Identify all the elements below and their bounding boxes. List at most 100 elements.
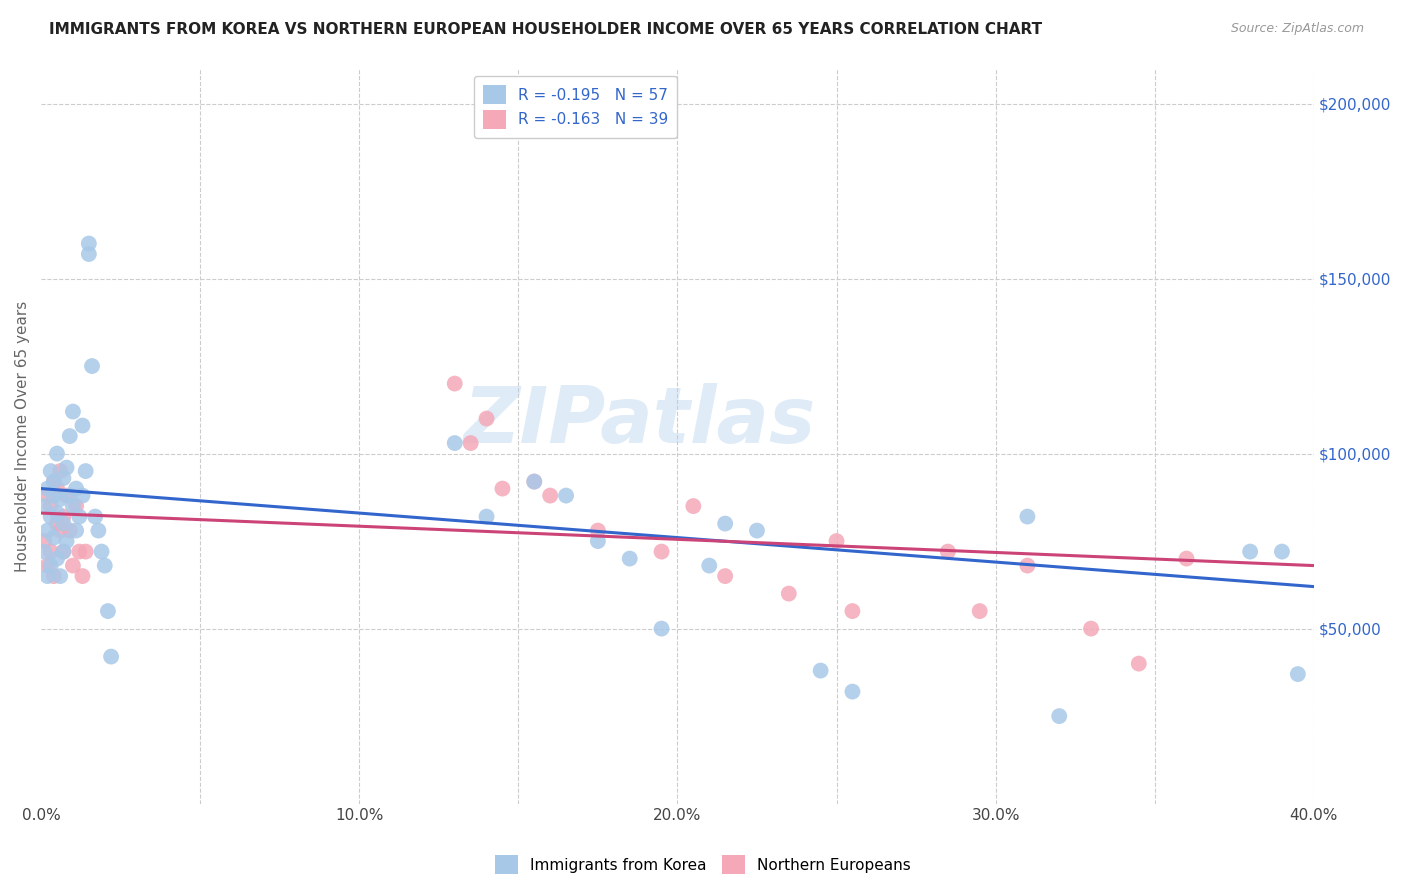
Point [651,544,673,558]
Point [52,544,75,558]
Point [39,544,62,558]
Point [55,489,77,503]
Point [72,418,94,433]
Point [67,544,90,558]
Point [1239,544,1261,558]
Point [697,558,720,573]
Point [65,482,87,496]
Point [714,516,737,531]
Point [555,489,578,503]
Point [37,558,59,573]
Point [841,684,863,698]
Point [586,524,609,538]
Point [80,359,103,373]
Point [62,558,84,573]
Point [745,524,768,538]
Point [46,446,69,460]
Point [39,509,62,524]
Point [97,604,120,618]
Point [46,516,69,531]
Point [49,492,72,507]
Point [523,475,546,489]
Point [825,534,848,549]
Point [34,534,56,549]
Point [59,489,82,503]
Point [72,489,94,503]
Point [42,489,65,503]
Point [42,475,65,489]
Point [49,524,72,538]
Point [37,489,59,503]
Point [59,524,82,538]
Point [42,475,65,489]
Point [491,482,513,496]
Point [443,376,465,391]
Text: Source: ZipAtlas.com: Source: ZipAtlas.com [1230,22,1364,36]
Y-axis label: Householder Income Over 65 years: Householder Income Over 65 years [15,301,30,572]
Point [34,544,56,558]
Point [475,411,498,425]
Point [52,509,75,524]
Point [59,429,82,443]
Point [1017,558,1039,573]
Point [55,460,77,475]
Point [1271,544,1294,558]
Point [936,544,959,558]
Point [42,569,65,583]
Point [49,569,72,583]
Point [46,482,69,496]
Point [93,558,115,573]
Point [75,544,97,558]
Point [65,499,87,513]
Point [39,558,62,573]
Point [67,509,90,524]
Point [1286,667,1309,681]
Point [87,524,110,538]
Point [55,534,77,549]
Point [49,464,72,478]
Point [62,499,84,513]
Point [90,544,112,558]
Point [39,464,62,478]
Point [37,524,59,538]
Point [841,604,863,618]
Point [77,247,100,261]
Point [52,544,75,558]
Point [100,649,122,664]
Point [586,534,609,549]
Point [75,464,97,478]
Point [523,475,546,489]
Point [443,436,465,450]
Point [37,482,59,496]
Point [37,569,59,583]
Point [969,604,991,618]
Point [62,404,84,418]
Legend: Immigrants from Korea, Northern Europeans: Immigrants from Korea, Northern European… [489,849,917,880]
Point [42,531,65,545]
Point [714,569,737,583]
Point [52,516,75,531]
Point [1047,709,1070,723]
Text: ZIPatlas: ZIPatlas [463,384,815,459]
Point [39,499,62,513]
Point [72,569,94,583]
Point [778,586,800,600]
Point [84,509,107,524]
Point [34,499,56,513]
Point [682,499,704,513]
Point [46,551,69,566]
Text: IMMIGRANTS FROM KOREA VS NORTHERN EUROPEAN HOUSEHOLDER INCOME OVER 65 YEARS CORR: IMMIGRANTS FROM KOREA VS NORTHERN EUROPE… [49,22,1042,37]
Point [65,524,87,538]
Point [619,551,641,566]
Point [1017,509,1039,524]
Point [1080,622,1102,636]
Point [460,436,482,450]
Point [77,236,100,251]
Point [475,509,498,524]
Point [1175,551,1198,566]
Point [538,489,561,503]
Legend: R = -0.195   N = 57, R = -0.163   N = 39: R = -0.195 N = 57, R = -0.163 N = 39 [474,76,678,138]
Point [810,664,832,678]
Point [651,622,673,636]
Point [1128,657,1150,671]
